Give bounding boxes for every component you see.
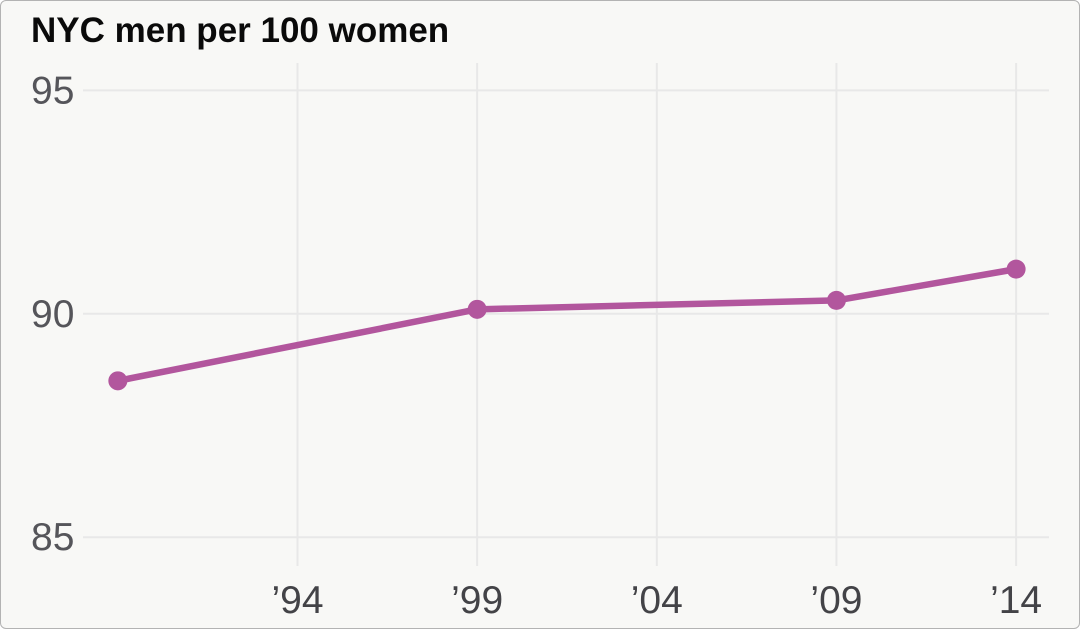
y-tick-label: 85 <box>31 516 74 559</box>
data-point <box>108 371 128 391</box>
x-tick-label: ’99 <box>451 579 503 622</box>
chart-title: NYC men per 100 women <box>31 11 450 50</box>
data-series <box>108 259 1026 391</box>
y-tick-label: 95 <box>31 69 74 112</box>
y-tick-label: 90 <box>31 293 74 336</box>
gridlines <box>83 63 1049 566</box>
data-point <box>467 299 487 319</box>
axis-tick-labels: ’94 ’99 ’04 ’09 ’14 95 90 85 <box>31 69 1042 622</box>
x-tick-label: ’14 <box>990 579 1042 622</box>
data-point <box>826 290 846 310</box>
x-tick-label: ’94 <box>271 579 323 622</box>
data-line <box>114 265 1020 385</box>
data-point <box>1006 259 1026 279</box>
x-tick-label: ’04 <box>631 579 683 622</box>
x-tick-label: ’09 <box>810 579 862 622</box>
